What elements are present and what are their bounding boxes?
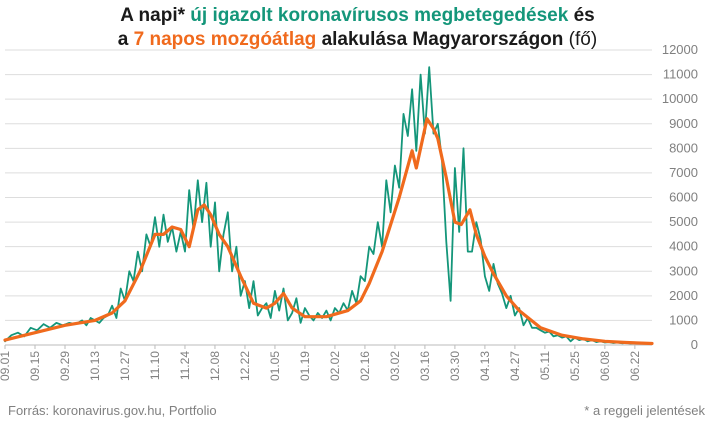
x-tick-label: 09.29 [58,351,72,381]
y-tick-label: 2000 [669,288,698,303]
y-tick-label: 11000 [663,67,698,82]
series-line-daily [4,66,653,345]
title-part: a [117,29,134,50]
y-tick-label: 10000 [662,91,698,106]
title-moving-average: 7 napos mozgóátlag [133,29,317,50]
y-tick-label: 6000 [669,190,698,205]
x-tick-label: 10.13 [88,351,102,381]
y-tick-label: 4000 [669,239,698,254]
x-tick-label: 05.25 [568,351,582,381]
x-tick-label: 06.08 [598,351,612,381]
x-tick-label: 02.16 [358,351,372,381]
x-tick-label: 11.24 [178,351,192,380]
y-axis-labels: 0 1000 2000 3000 4000 5000 6000 7000 8000 9000 100… [662,42,698,352]
y-tick-label: 7000 [669,165,698,180]
x-tick-label: 02.02 [328,351,342,381]
y-tick-label: 8000 [669,140,698,155]
x-tick-label: 03.16 [418,351,432,381]
y-tick-label: 12000 [662,42,698,57]
y-tick-label: 1000 [669,312,698,327]
x-tick-label: 09.01 [0,351,12,381]
y-tick-label: 5000 [669,214,698,229]
title-part: A napi* [120,5,191,26]
x-tick-label: 01.05 [268,351,282,381]
title-line-2: a 7 napos mozgóátlag alakulása Magyarors… [0,28,715,52]
footnote: * a reggeli jelentések [584,403,705,418]
source-note: Forrás: koronavirus.gov.hu, Portfolio [8,403,217,418]
chart-title: A napi* új igazolt koronavírusos megbete… [0,4,715,52]
x-tick-label: 03.30 [448,351,462,381]
y-tick-label: 9000 [669,116,698,131]
x-axis: 09.01 09.15 09.29 10.13 10.27 11.10 11.24 12.08… [0,345,642,381]
x-tick-label: 05.11 [538,351,552,380]
x-tick-label: 04.13 [478,351,492,381]
y-tick-label: 3000 [669,263,698,278]
x-tick-label: 12.08 [208,351,222,381]
x-tick-label: 03.02 [388,351,402,381]
x-tick-label: 09.15 [28,351,42,381]
x-tick-label: 12.22 [238,351,252,381]
title-daily-cases: új igazolt koronavírusos megbetegedések [190,5,569,26]
gridlines [5,49,652,346]
x-tick-label: 11.10 [148,351,162,380]
title-line-1: A napi* új igazolt koronavírusos megbete… [0,4,715,28]
title-part: alakulása Magyarországon [316,29,564,50]
y-tick-label: 0 [691,337,698,352]
title-part: és [568,5,595,26]
x-tick-label: 10.27 [118,351,132,381]
x-tick-label: 01.19 [298,351,312,381]
series-line-average [3,117,654,346]
x-tick-label: 06.22 [628,351,642,381]
x-tick-label: 04.27 [508,351,522,381]
series-lines [3,66,654,346]
title-unit: (fő) [563,29,598,50]
